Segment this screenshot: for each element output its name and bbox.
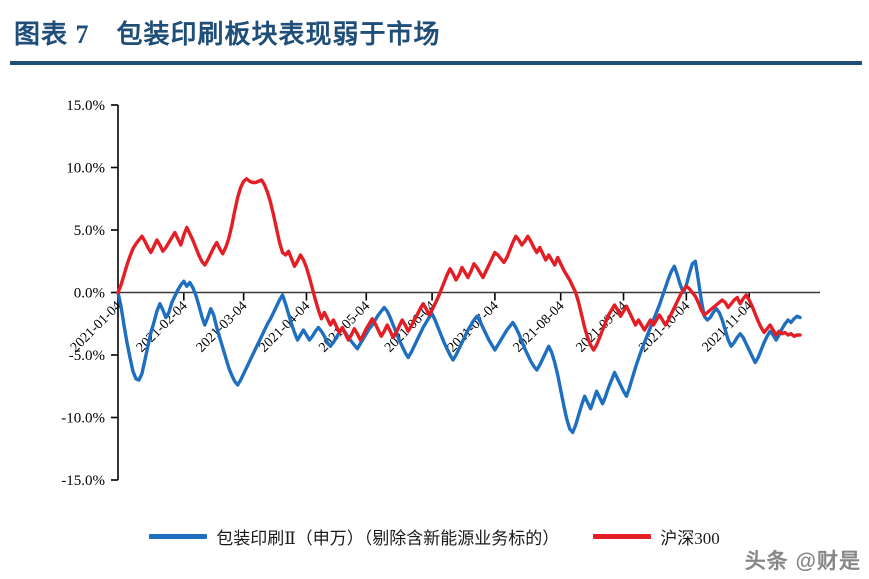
y-axis-tick-group: 15.0% 10.0% 5.0% 0.0% -5.0% -10.0% -15.0%	[61, 98, 118, 489]
watermark: 头条 @财是	[744, 550, 861, 573]
line-chart-svg: 15.0% 10.0% 5.0% 0.0% -5.0% -10.0% -15.0% 2021…	[61, 98, 820, 489]
x-tick-label: 2021-01-04	[68, 299, 125, 356]
y-tick-label: 0.0%	[74, 286, 105, 302]
chart-legend: 包装印刷Ⅱ（申万）（剔除含新能源业务标的） 沪深300	[0, 514, 869, 558]
legend-item-csi300[interactable]: 沪深300	[593, 524, 720, 549]
y-tick-label: -15.0%	[61, 473, 105, 489]
legend-item-packaging[interactable]: 包装印刷Ⅱ（申万）（剔除含新能源业务标的）	[149, 524, 559, 549]
y-tick-label: 10.0%	[66, 161, 105, 177]
legend-label-csi300: 沪深300	[660, 528, 720, 548]
page-title: 图表 7 包装印刷板块表现弱于市场	[14, 20, 441, 49]
y-tick-label: -5.0%	[69, 348, 105, 364]
y-tick-label: 15.0%	[66, 98, 105, 114]
chart-plot-area: 15.0% 10.0% 5.0% 0.0% -5.0% -10.0% -15.0% 2021…	[0, 70, 869, 510]
legend-swatch-red	[593, 533, 652, 539]
legend-label-packaging: 包装印刷Ⅱ（申万）（剔除含新能源业务标的）	[216, 528, 560, 548]
series-group	[116, 177, 802, 435]
series-line-packaging	[116, 259, 802, 435]
x-tick-label: 2021-05-04	[316, 299, 373, 356]
x-tick-label: 2021-08-04	[511, 299, 568, 356]
title-divider	[10, 61, 862, 65]
legend-swatch-blue	[149, 533, 208, 539]
series-line-csi300	[116, 177, 802, 352]
y-tick-label: 5.0%	[74, 223, 105, 239]
y-tick-label: -10.0%	[61, 411, 105, 427]
figure-header: 图表 7 包装印刷板块表现弱于市场	[0, 14, 869, 66]
